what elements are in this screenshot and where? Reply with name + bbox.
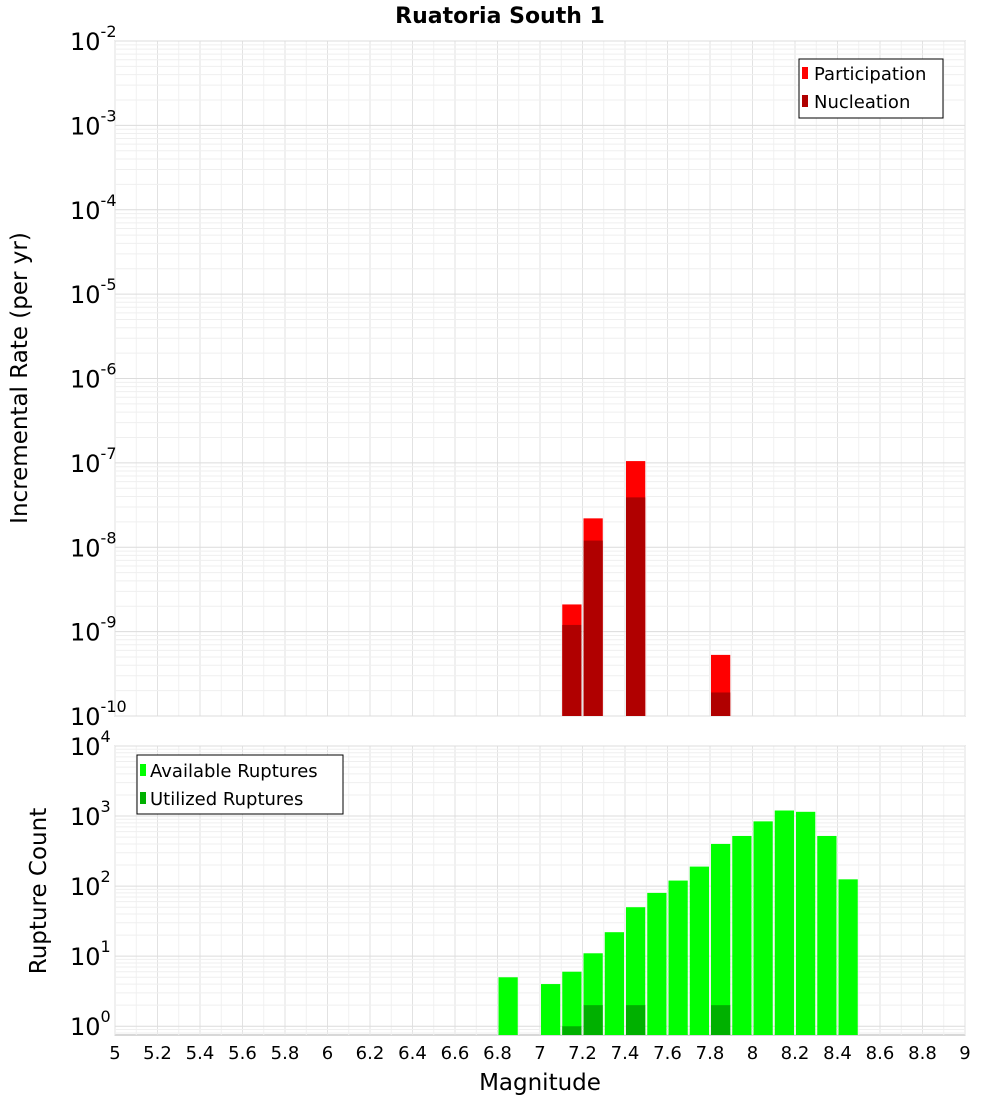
top-y-tick-label: 10-4 [70, 191, 117, 225]
x-tick-label: 5.2 [143, 1043, 172, 1064]
top-y-tick-label: 10-9 [70, 613, 117, 647]
x-tick-label: 7.4 [611, 1043, 640, 1064]
bottom-bar-available-ruptures [774, 810, 794, 1035]
top-bar-nucleation [583, 540, 603, 716]
bottom-bar-available-ruptures [711, 843, 731, 1035]
top-gridlines [114, 40, 966, 717]
x-tick-label: 7.8 [696, 1043, 725, 1064]
top-bar-nucleation [626, 497, 646, 716]
x-tick-label: 6 [322, 1043, 333, 1064]
legend-swatch-utilized [140, 792, 146, 804]
x-tick-label: 7.6 [653, 1043, 682, 1064]
bottom-bar-available-ruptures [689, 866, 709, 1035]
bottom-legend: Available Ruptures Utilized Ruptures [136, 754, 344, 815]
top-legend: Participation Nucleation [798, 58, 944, 119]
bottom-bar-utilized-ruptures [583, 1005, 603, 1035]
bottom-y-tick-label: 102 [70, 867, 111, 901]
chart-title: Ruatoria South 1 [395, 4, 605, 29]
bottom-bar-available-ruptures [753, 821, 773, 1035]
x-tick-label: 7.2 [568, 1043, 597, 1064]
bottom-panel: 104 103 102 101 100 Rupture Count Available … [26, 727, 966, 1041]
bottom-bar-available-ruptures [796, 811, 816, 1035]
legend-label-utilized: Utilized Ruptures [150, 789, 303, 810]
top-y-tick-label: 10-6 [70, 360, 117, 394]
bottom-bar-available-ruptures [626, 907, 646, 1035]
bottom-bar-available-ruptures [647, 892, 667, 1035]
x-tick-label: 8.6 [866, 1043, 895, 1064]
legend-swatch-participation [802, 67, 808, 79]
bottom-bar-available-ruptures [604, 932, 624, 1035]
bottom-y-tick-labels: 104 103 102 101 100 [70, 727, 111, 1041]
top-y-axis-label: Incremental Rate (per yr) [7, 232, 33, 524]
x-tick-label: 7 [534, 1043, 545, 1064]
x-tick-labels: 5 5.2 5.4 5.6 5.8 6 6.2 6.4 6.6 6.8 7 7.2 7.4 7.6 7.8 8… [109, 1043, 970, 1064]
bottom-bar-available-ruptures [541, 984, 561, 1035]
bottom-y-axis-label: Rupture Count [26, 808, 52, 974]
bottom-gridlines [114, 745, 966, 1035]
top-y-tick-label: 10-5 [70, 275, 117, 309]
bottom-bar-available-ruptures [498, 977, 518, 1035]
x-tick-label: 6.8 [483, 1043, 512, 1064]
top-bars [562, 461, 731, 716]
top-bar-nucleation [711, 692, 731, 716]
x-tick-label: 5.6 [228, 1043, 257, 1064]
bottom-y-tick-label: 104 [70, 727, 111, 761]
bottom-bar-utilized-ruptures [562, 1026, 582, 1035]
bottom-bar-utilized-ruptures [711, 1005, 731, 1035]
top-y-tick-label: 10-2 [70, 22, 117, 56]
x-tick-label: 5.4 [186, 1043, 215, 1064]
top-y-tick-label: 10-3 [70, 106, 117, 140]
legend-label-participation: Participation [814, 64, 926, 85]
top-panel: 10-2 10-3 10-4 10-5 10-6 10-7 10-8 10-9 10-10 In… [7, 22, 966, 731]
bottom-y-tick-label: 103 [70, 797, 111, 831]
top-y-tick-label: 10-8 [70, 528, 117, 562]
bottom-bar-available-ruptures [562, 971, 582, 1035]
x-tick-label: 8.8 [908, 1043, 937, 1064]
top-y-tick-label: 10-10 [70, 697, 127, 731]
top-legend-box [798, 58, 944, 119]
x-tick-label: 5.8 [271, 1043, 300, 1064]
top-y-tick-labels: 10-2 10-3 10-4 10-5 10-6 10-7 10-8 10-9 10-10 [70, 22, 127, 731]
top-bar-nucleation [562, 624, 582, 716]
x-axis-label: Magnitude [479, 1070, 601, 1096]
bottom-y-tick-label: 101 [70, 937, 111, 971]
top-y-tick-label: 10-7 [70, 444, 117, 478]
x-tick-label: 8 [747, 1043, 758, 1064]
x-tick-label: 6.6 [441, 1043, 470, 1064]
bottom-bar-available-ruptures [668, 880, 688, 1035]
legend-swatch-nucleation [802, 95, 808, 107]
bottom-bar-available-ruptures [817, 835, 837, 1035]
x-tick-label: 8.4 [823, 1043, 852, 1064]
bottom-bars [498, 810, 858, 1035]
legend-label-available: Available Ruptures [150, 761, 318, 782]
legend-swatch-available [140, 764, 146, 776]
x-tick-label: 8.2 [781, 1043, 810, 1064]
bottom-legend-box [136, 754, 344, 815]
bottom-bar-available-ruptures [732, 835, 752, 1035]
bottom-bar-available-ruptures [838, 879, 858, 1035]
x-tick-label: 9 [959, 1043, 970, 1064]
x-tick-label: 5 [109, 1043, 120, 1064]
x-tick-label: 6.4 [398, 1043, 427, 1064]
legend-label-nucleation: Nucleation [814, 92, 910, 113]
x-tick-label: 6.2 [356, 1043, 385, 1064]
bottom-y-tick-label: 100 [70, 1007, 111, 1041]
bottom-bar-utilized-ruptures [626, 1005, 646, 1035]
